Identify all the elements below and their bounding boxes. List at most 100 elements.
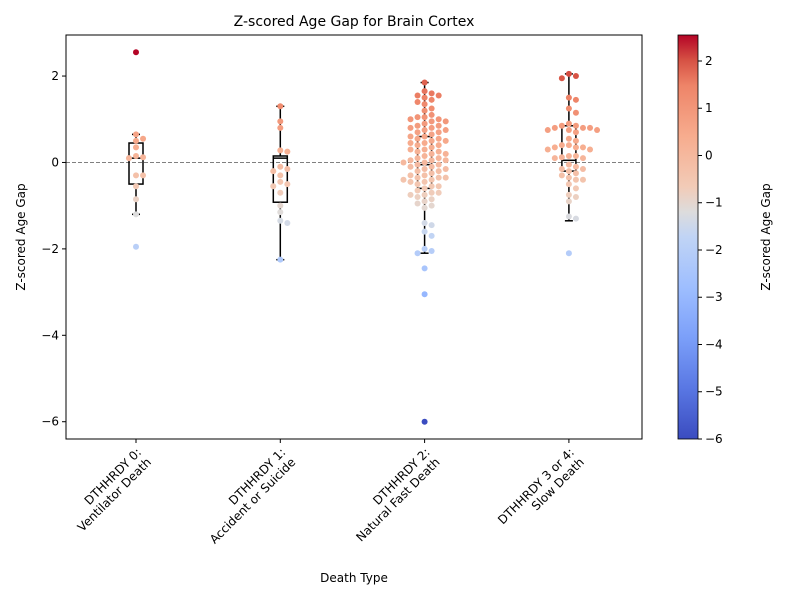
data-point bbox=[435, 155, 442, 162]
data-point bbox=[565, 168, 572, 175]
data-point bbox=[428, 118, 435, 125]
data-point bbox=[421, 178, 428, 185]
data-point bbox=[572, 152, 579, 159]
colorbar-tick-label: 1 bbox=[705, 101, 713, 115]
data-point bbox=[400, 176, 407, 183]
data-point bbox=[414, 200, 421, 207]
data-point bbox=[421, 191, 428, 198]
colorbar-tick-label: −2 bbox=[705, 243, 723, 257]
y-axis-title: Z-scored Age Gap bbox=[14, 183, 28, 290]
data-point bbox=[421, 204, 428, 211]
data-point bbox=[421, 120, 428, 127]
data-point bbox=[442, 118, 449, 125]
data-point bbox=[421, 228, 428, 235]
data-point bbox=[421, 94, 428, 101]
data-point bbox=[558, 142, 565, 149]
data-point bbox=[407, 124, 414, 131]
data-point bbox=[421, 165, 428, 172]
y-tick-label: −2 bbox=[41, 242, 59, 256]
y-tick-label: −4 bbox=[41, 328, 59, 342]
data-point bbox=[435, 116, 442, 123]
data-point bbox=[565, 181, 572, 188]
box bbox=[272, 155, 289, 203]
data-point bbox=[442, 127, 449, 134]
data-point bbox=[421, 140, 428, 147]
data-point bbox=[414, 92, 421, 99]
data-point bbox=[565, 135, 572, 142]
plot-contents bbox=[66, 49, 642, 425]
category-group bbox=[544, 70, 601, 257]
data-point bbox=[277, 124, 284, 131]
data-point bbox=[579, 144, 586, 151]
data-point bbox=[407, 157, 414, 164]
data-point bbox=[565, 213, 572, 220]
colorbar-label: Z-scored Age Gap bbox=[759, 183, 773, 290]
data-point bbox=[277, 256, 284, 263]
data-point bbox=[421, 172, 428, 179]
data-point bbox=[133, 196, 139, 203]
data-point bbox=[428, 248, 435, 255]
data-point bbox=[421, 88, 428, 95]
data-point bbox=[442, 157, 449, 164]
data-point bbox=[435, 142, 442, 149]
plot-area: 2 0 −2 −4 −6 DTHHRDY 0:Ventilator Death DTHHRD… bbox=[41, 49, 642, 547]
data-point bbox=[579, 124, 586, 131]
data-point bbox=[407, 146, 414, 153]
data-point bbox=[421, 79, 428, 86]
category-group bbox=[125, 49, 147, 250]
data-point bbox=[565, 152, 572, 159]
data-point bbox=[421, 114, 428, 121]
data-point bbox=[435, 168, 442, 175]
data-point bbox=[428, 170, 435, 177]
data-point bbox=[140, 154, 147, 161]
data-point bbox=[270, 183, 277, 190]
data-point bbox=[435, 135, 442, 142]
data-point bbox=[414, 122, 421, 129]
colorbar-tick-label: 2 bbox=[705, 54, 713, 68]
data-point bbox=[414, 181, 421, 188]
data-point bbox=[277, 147, 284, 154]
category-group bbox=[400, 79, 449, 425]
data-point bbox=[407, 133, 414, 140]
data-point bbox=[284, 181, 291, 188]
data-point bbox=[428, 196, 435, 203]
data-point bbox=[442, 165, 449, 172]
plot-frame bbox=[65, 34, 643, 440]
data-point bbox=[414, 148, 421, 155]
data-point bbox=[133, 49, 139, 56]
data-point bbox=[572, 170, 579, 177]
data-point bbox=[565, 161, 572, 168]
data-point bbox=[565, 174, 572, 181]
data-point bbox=[407, 172, 414, 179]
data-point bbox=[551, 155, 558, 162]
data-point bbox=[428, 111, 435, 118]
data-point bbox=[551, 144, 558, 151]
data-point bbox=[421, 219, 428, 226]
data-point bbox=[414, 114, 421, 121]
data-point bbox=[421, 107, 428, 114]
data-point bbox=[414, 129, 421, 136]
colorbar-tick-label: 0 bbox=[705, 148, 713, 162]
data-point bbox=[277, 163, 284, 170]
data-point bbox=[572, 185, 579, 192]
data-point bbox=[428, 189, 435, 196]
data-point bbox=[579, 165, 586, 172]
data-point bbox=[414, 168, 421, 175]
data-point bbox=[572, 163, 579, 170]
y-tick-label: 2 bbox=[51, 69, 59, 83]
data-point bbox=[565, 142, 572, 149]
data-point bbox=[277, 217, 284, 224]
data-point bbox=[565, 94, 572, 101]
colorbar-tick-label: −4 bbox=[705, 337, 723, 351]
data-point bbox=[133, 131, 139, 138]
data-point bbox=[277, 172, 284, 179]
data-point bbox=[421, 127, 428, 134]
chart-title: Z-scored Age Gap for Brain Cortex bbox=[234, 14, 475, 30]
data-point bbox=[435, 189, 442, 196]
data-point bbox=[544, 146, 551, 153]
data-point bbox=[428, 131, 435, 138]
data-point bbox=[428, 96, 435, 103]
data-point bbox=[565, 70, 572, 77]
data-point bbox=[133, 137, 139, 144]
data-point bbox=[428, 222, 435, 229]
